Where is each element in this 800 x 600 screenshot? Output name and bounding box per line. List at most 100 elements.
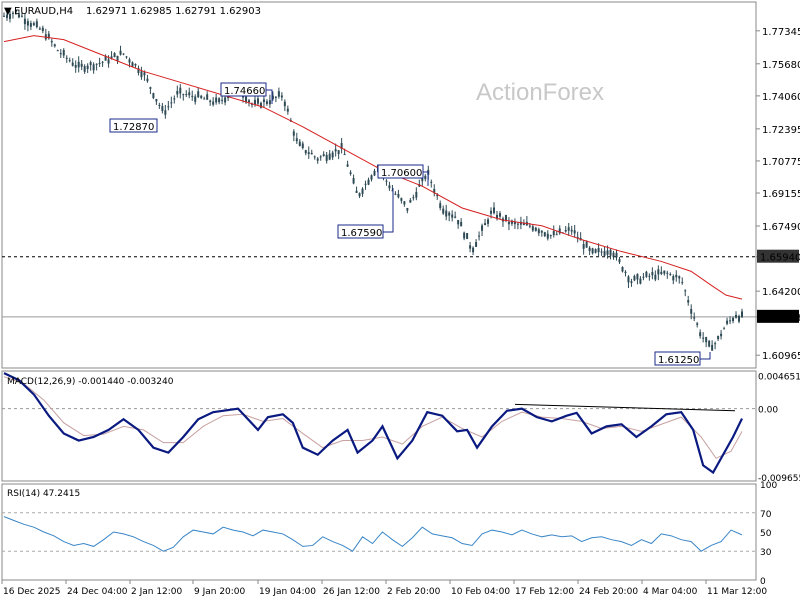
candle-body xyxy=(567,227,570,231)
candle-body xyxy=(678,276,681,279)
candle-body xyxy=(669,274,672,276)
candle-body xyxy=(594,249,597,253)
candle-body xyxy=(116,55,119,61)
price-tag-label: 1.65940 xyxy=(760,253,800,264)
candle-body xyxy=(245,96,248,103)
rsi-tick-label: 100 xyxy=(760,481,777,491)
candle-body xyxy=(265,101,268,104)
annotation-connector xyxy=(700,352,711,360)
macd-signal-line xyxy=(3,376,743,459)
candle-body xyxy=(349,172,352,174)
candle-body xyxy=(409,199,412,203)
x-tick-label: 24 Dec 04:00 xyxy=(67,587,128,597)
candle-body xyxy=(735,314,738,318)
macd-tick-label: 0.004651 xyxy=(758,373,800,383)
rsi-tick-label: 50 xyxy=(760,529,772,539)
candle-body xyxy=(35,21,38,28)
candle-body xyxy=(615,252,618,258)
macd-line xyxy=(3,372,743,475)
candle-body xyxy=(328,153,331,160)
candle-body xyxy=(170,102,173,104)
candle-body xyxy=(185,94,188,96)
candle-body xyxy=(430,181,433,183)
candle-body xyxy=(699,332,702,337)
candle-body xyxy=(478,235,481,237)
candle-body xyxy=(119,50,122,55)
candle-body xyxy=(203,98,206,100)
candle-body xyxy=(657,269,660,275)
candle-body xyxy=(316,158,319,161)
candle-body xyxy=(253,99,256,105)
y-tick-label: 1.77345 xyxy=(762,27,800,38)
candle-body xyxy=(591,248,594,254)
chart-menu-icon[interactable]: ▼ xyxy=(4,6,12,17)
candle-body xyxy=(98,63,101,64)
y-tick-label: 1.70775 xyxy=(762,157,800,168)
candle-body xyxy=(388,185,391,189)
candle-body xyxy=(531,226,534,231)
candle-body xyxy=(738,315,741,322)
price-tag xyxy=(757,249,799,263)
candle-body xyxy=(301,143,304,149)
annotation-connector xyxy=(423,171,429,186)
candle-body xyxy=(11,12,14,14)
candle-body xyxy=(627,276,630,283)
candle-body xyxy=(585,241,588,248)
watermark: ActionForex xyxy=(476,79,604,106)
candle-body xyxy=(191,95,194,97)
candle-body xyxy=(173,98,176,100)
candle-body xyxy=(95,63,98,65)
candle-body xyxy=(113,53,116,58)
price-tag-label: 1.62903 xyxy=(760,313,800,324)
candle-body xyxy=(364,183,367,185)
candle-body xyxy=(5,14,8,18)
candle-body xyxy=(149,87,152,89)
candle-body xyxy=(23,18,26,25)
candle-body xyxy=(295,138,298,142)
candle-body xyxy=(262,99,265,103)
candle-body xyxy=(80,63,83,67)
candle-body xyxy=(552,231,555,236)
candle-body xyxy=(250,103,253,105)
candle-body xyxy=(373,170,376,176)
candle-body xyxy=(433,188,436,193)
candle-body xyxy=(454,216,457,218)
candle-body xyxy=(564,229,567,232)
annotation-label: 1.70600 xyxy=(381,168,422,179)
divergence-line xyxy=(514,403,736,412)
candle-body xyxy=(397,193,400,198)
candle-body xyxy=(29,23,32,27)
candle-body xyxy=(26,21,29,26)
candle-body xyxy=(493,207,496,214)
candle-body xyxy=(122,53,125,55)
candle-body xyxy=(466,233,469,240)
candle-body xyxy=(666,272,669,274)
candle-body xyxy=(128,59,131,63)
candle-body xyxy=(439,203,442,209)
candle-body xyxy=(143,72,146,76)
candle-body xyxy=(448,212,451,216)
candle-body xyxy=(17,14,20,18)
candle-body xyxy=(582,244,585,249)
candle-body xyxy=(540,230,543,233)
y-tick-label: 1.74060 xyxy=(762,92,800,103)
candle-body xyxy=(576,236,579,239)
candle-body xyxy=(651,272,654,276)
candle-body xyxy=(534,227,537,231)
price-tag xyxy=(757,309,799,323)
annotation-label: 1.72870 xyxy=(113,122,154,133)
candle-body xyxy=(334,149,337,152)
candle-body xyxy=(77,61,80,68)
candle-body xyxy=(346,164,349,167)
candle-body xyxy=(200,95,203,98)
candle-body xyxy=(663,270,666,274)
candle-body xyxy=(367,179,370,185)
candle-body xyxy=(400,198,403,201)
candle-body xyxy=(56,50,59,52)
candle-body xyxy=(519,221,522,225)
candle-body xyxy=(280,95,283,98)
candle-body xyxy=(83,66,86,72)
candle-body xyxy=(3,15,5,17)
candle-body xyxy=(286,108,289,112)
candle-body xyxy=(194,96,197,102)
